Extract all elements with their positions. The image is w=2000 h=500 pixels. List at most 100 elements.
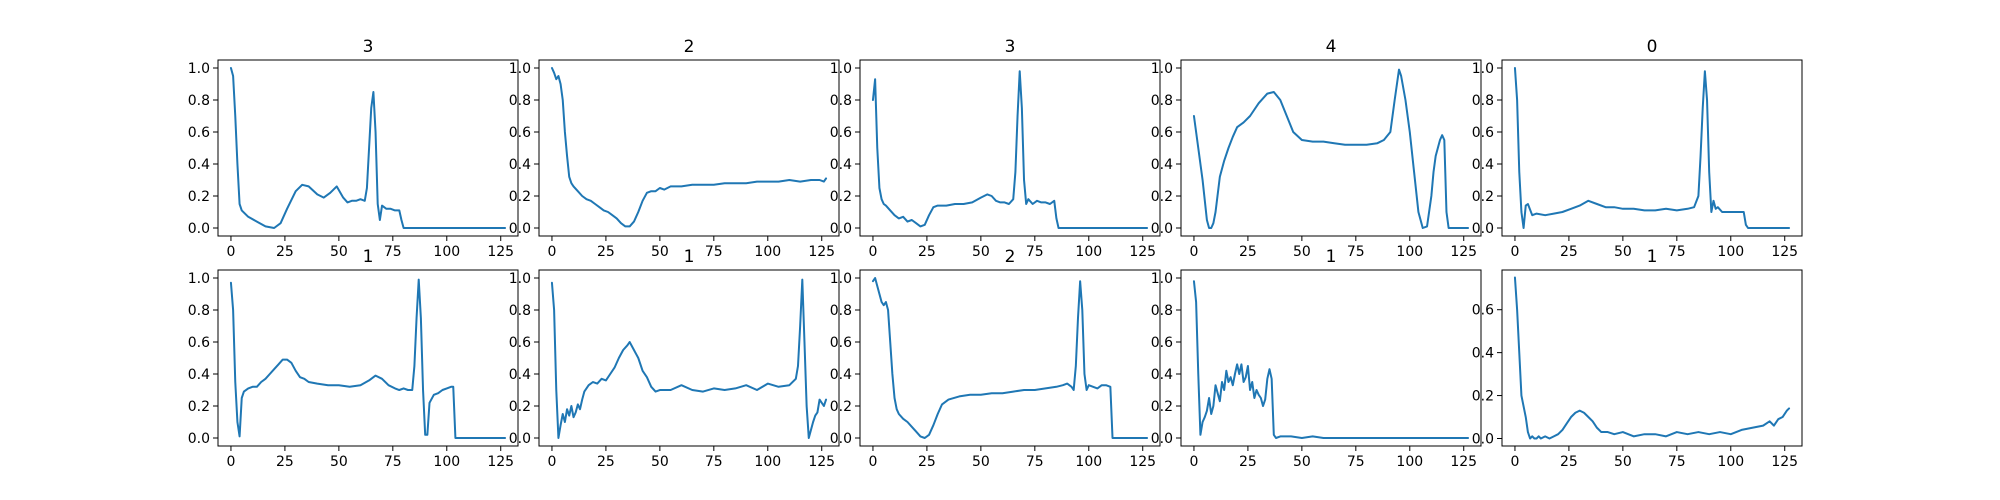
x-tick-label: 50 xyxy=(330,454,348,470)
x-tick-label: 50 xyxy=(651,454,669,470)
y-tick-label: 0.0 xyxy=(509,221,531,237)
panel-title: 1 xyxy=(1326,247,1337,267)
y-tick-label: 1.0 xyxy=(188,271,210,287)
x-tick-label: 100 xyxy=(754,244,781,260)
y-tick-label: 0.2 xyxy=(1151,189,1173,205)
axes-frame xyxy=(538,269,840,447)
x-tick-label: 100 xyxy=(433,454,460,470)
x-tick-label: 125 xyxy=(1450,454,1477,470)
y-tick-label: 0.2 xyxy=(830,189,852,205)
y-tick-label: 0.6 xyxy=(1151,125,1173,141)
axes-frame xyxy=(538,59,840,237)
axes-frame xyxy=(1180,59,1482,237)
x-tick-label: 50 xyxy=(1614,244,1632,260)
panel-title: 3 xyxy=(1005,37,1016,57)
x-tick-label: 50 xyxy=(1293,454,1311,470)
x-tick-label: 0 xyxy=(1189,244,1198,260)
y-tick-label: 0.2 xyxy=(1472,189,1494,205)
x-tick-label: 75 xyxy=(1026,244,1044,260)
x-tick-label: 0 xyxy=(226,244,235,260)
y-tick-label: 1.0 xyxy=(830,61,852,77)
panel-title: 1 xyxy=(684,247,695,267)
x-tick-label: 125 xyxy=(1450,244,1477,260)
y-tick-label: 0.0 xyxy=(188,221,210,237)
y-tick-label: 1.0 xyxy=(1472,61,1494,77)
series-line xyxy=(1192,68,1470,229)
y-tick-label: 0.6 xyxy=(830,125,852,141)
series-line xyxy=(229,278,507,439)
panel-title: 0 xyxy=(1647,37,1658,57)
y-tick-label: 0.8 xyxy=(188,93,210,109)
y-tick-label: 1.0 xyxy=(509,61,531,77)
x-tick-label: 100 xyxy=(1075,454,1102,470)
y-tick-label: 0.8 xyxy=(1151,303,1173,319)
x-tick-label: 25 xyxy=(276,454,294,470)
y-tick-label: 0.0 xyxy=(830,221,852,237)
x-tick-label: 0 xyxy=(1510,454,1519,470)
x-tick-label: 75 xyxy=(384,244,402,260)
x-tick-label: 50 xyxy=(1614,454,1632,470)
x-tick-label: 25 xyxy=(276,244,294,260)
chart-panel: 1 0 25 50 75 100 125 0.0 0.2 0.4 0.6 0.8 1.0 xyxy=(188,247,519,470)
axes-frame xyxy=(1501,269,1803,447)
axes-frame xyxy=(859,59,1161,237)
x-tick-label: 25 xyxy=(1239,454,1257,470)
x-tick-label: 50 xyxy=(972,244,990,260)
x-tick-label: 100 xyxy=(1396,454,1423,470)
y-tick-label: 0.2 xyxy=(509,189,531,205)
y-tick-label: 0.0 xyxy=(1472,431,1494,447)
x-tick-label: 0 xyxy=(547,454,556,470)
x-tick-label: 25 xyxy=(1560,454,1578,470)
x-tick-label: 25 xyxy=(597,244,615,260)
y-tick-label: 1.0 xyxy=(1151,271,1173,287)
x-tick-label: 25 xyxy=(597,454,615,470)
y-tick-label: 0.8 xyxy=(1472,93,1494,109)
x-tick-label: 125 xyxy=(487,244,514,260)
y-tick-label: 0.6 xyxy=(509,335,531,351)
x-tick-label: 125 xyxy=(808,244,835,260)
x-tick-label: 25 xyxy=(1560,244,1578,260)
axes-frame xyxy=(217,269,519,447)
y-tick-label: 0.2 xyxy=(830,399,852,415)
y-tick-label: 0.6 xyxy=(830,335,852,351)
y-tick-label: 0.6 xyxy=(1472,125,1494,141)
y-tick-label: 0.8 xyxy=(1151,93,1173,109)
x-tick-label: 75 xyxy=(1668,244,1686,260)
series-line xyxy=(1513,67,1791,229)
y-tick-label: 0.0 xyxy=(509,431,531,447)
x-tick-label: 125 xyxy=(1771,244,1798,260)
x-tick-label: 50 xyxy=(651,244,669,260)
y-tick-label: 0.8 xyxy=(830,303,852,319)
y-tick-label: 0.4 xyxy=(188,367,210,383)
y-tick-label: 0.4 xyxy=(509,367,531,383)
series-line xyxy=(1192,280,1470,439)
x-tick-label: 25 xyxy=(918,454,936,470)
y-tick-label: 0.4 xyxy=(188,157,210,173)
x-tick-label: 75 xyxy=(705,244,723,260)
chart-panel: 3 0 25 50 75 100 125 0.0 0.2 0.4 0.6 0.8 1.0 xyxy=(830,37,1161,260)
y-tick-label: 0.4 xyxy=(1151,157,1173,173)
y-tick-label: 0.8 xyxy=(509,93,531,109)
y-tick-label: 0.0 xyxy=(1472,221,1494,237)
x-tick-label: 125 xyxy=(1129,454,1156,470)
y-tick-label: 0.4 xyxy=(509,157,531,173)
series-line xyxy=(871,277,1149,439)
x-tick-label: 75 xyxy=(384,454,402,470)
panel-title: 2 xyxy=(1005,247,1016,267)
axes-frame xyxy=(859,269,1161,447)
chart-panel: 3 0 25 50 75 100 125 0.0 0.2 0.4 0.6 0.8 1.0 xyxy=(188,37,519,260)
chart-panel: 1 0 25 50 75 100 125 0.0 0.2 0.4 0.6 xyxy=(1472,247,1803,470)
x-tick-label: 0 xyxy=(1510,244,1519,260)
y-tick-label: 0.0 xyxy=(830,431,852,447)
y-tick-label: 0.4 xyxy=(830,157,852,173)
axes-frame xyxy=(217,59,519,237)
x-tick-label: 25 xyxy=(1239,244,1257,260)
y-tick-label: 0.4 xyxy=(1472,157,1494,173)
chart-panel: 0 0 25 50 75 100 125 0.0 0.2 0.4 0.6 0.8 1.0 xyxy=(1472,37,1803,260)
y-tick-label: 0.8 xyxy=(509,303,531,319)
series-line xyxy=(229,67,507,229)
series-line xyxy=(1513,276,1791,440)
x-tick-label: 75 xyxy=(705,454,723,470)
panel-title: 1 xyxy=(363,247,374,267)
